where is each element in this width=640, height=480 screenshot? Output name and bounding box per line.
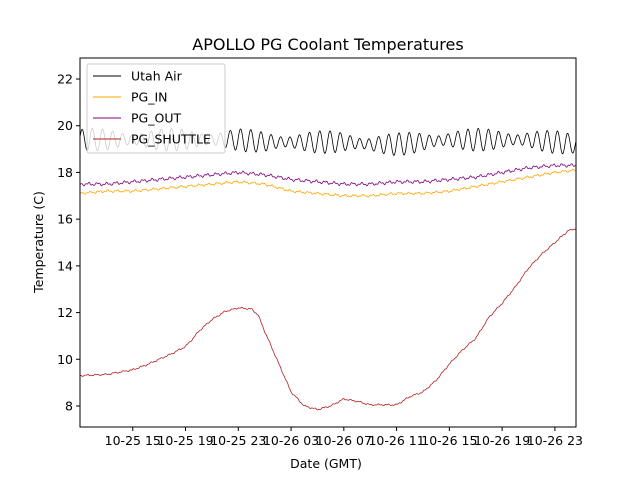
legend-label-pg-shuttle: PG_SHUTTLE [131,132,211,147]
y-axis-label: Temperature (C) [31,191,46,294]
y-tick-label: 18 [57,165,73,180]
x-tick-label: 10-26 19 [474,433,530,448]
x-tick-label: 10-26 11 [368,433,424,448]
series-line-pg-in [80,168,576,198]
x-tick-label: 10-26 03 [263,433,319,448]
y-tick-label: 12 [57,305,73,320]
x-tick-label: 10-26 07 [316,433,372,448]
y-tick-label: 20 [57,118,73,133]
x-tick-label: 10-26 23 [527,433,583,448]
x-tick-label: 10-25 15 [105,433,161,448]
x-axis-label: Date (GMT) [290,456,362,471]
legend: Utah Air PG_IN PG_OUT PG_SHUTTLE [86,63,226,154]
y-tick-label: 22 [57,72,73,87]
y-tick-label: 16 [57,212,73,227]
y-tick-label: 8 [65,398,73,413]
legend-label-utah-air: Utah Air [131,69,183,84]
x-tick-label: 10-25 23 [210,433,266,448]
series-line-pg-out [80,163,576,187]
legend-box [86,63,226,154]
y-tick-label: 14 [57,258,73,273]
legend-label-pg-in: PG_IN [131,90,168,105]
plot-frame [79,57,577,428]
x-tick-label: 10-25 19 [157,433,213,448]
x-tick-label: 10-26 15 [421,433,477,448]
chart-title: APOLLO PG Coolant Temperatures [192,35,463,54]
y-tick-label: 10 [57,352,73,367]
series-line-pg-shuttle [80,228,576,411]
legend-label-pg-out: PG_OUT [131,111,181,126]
